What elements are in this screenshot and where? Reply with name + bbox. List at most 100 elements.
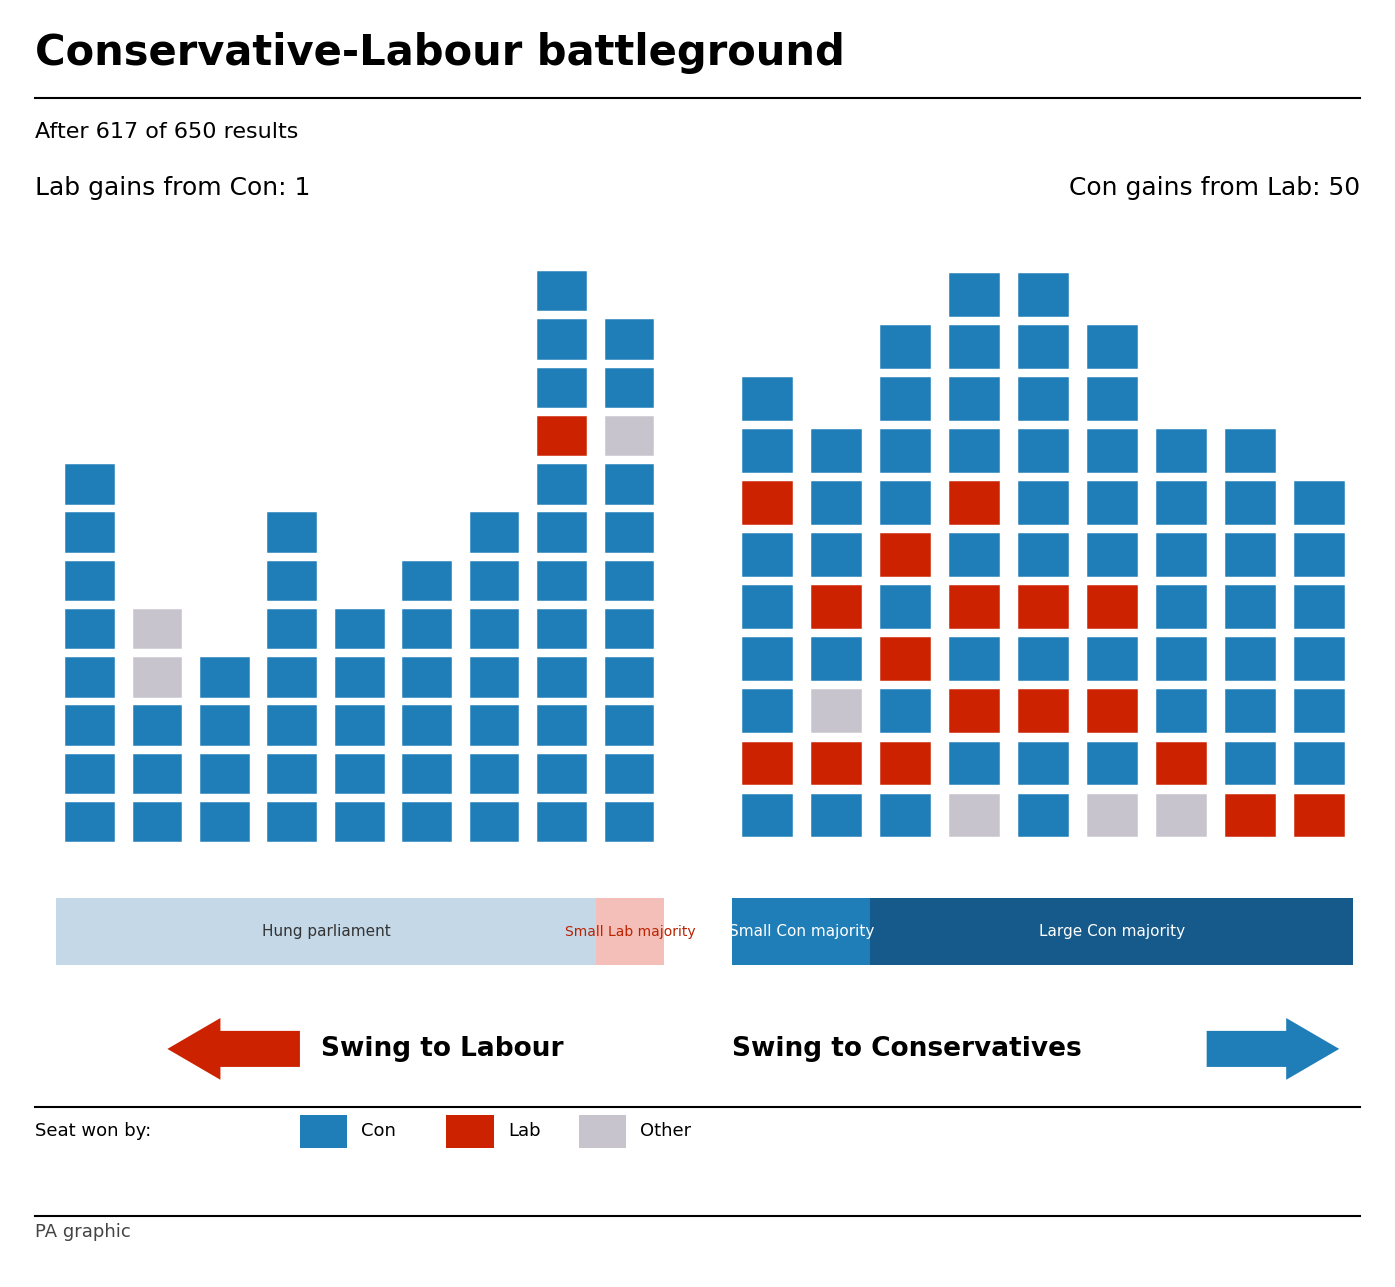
Bar <box>877 583 932 631</box>
Bar <box>198 801 251 843</box>
Bar <box>877 636 932 682</box>
Bar <box>1154 740 1208 786</box>
Bar <box>1016 687 1070 734</box>
Text: 3%: 3% <box>480 900 508 918</box>
Bar <box>467 752 520 795</box>
Bar <box>603 607 656 650</box>
Text: Seat won by:: Seat won by: <box>35 1122 151 1140</box>
Bar <box>877 376 932 422</box>
FancyArrow shape <box>167 1018 300 1080</box>
Bar <box>603 655 656 699</box>
Bar <box>400 655 453 699</box>
Text: 8%: 8% <box>142 900 172 918</box>
Bar <box>1223 532 1276 578</box>
Text: After 617 of 650 results: After 617 of 650 results <box>35 122 299 143</box>
Bar <box>739 479 794 526</box>
Text: Other: Other <box>640 1122 692 1140</box>
Bar <box>1292 740 1346 786</box>
Bar <box>877 687 932 734</box>
Bar <box>1085 376 1138 422</box>
Bar <box>333 752 385 795</box>
Bar <box>63 462 116 506</box>
Bar <box>1292 687 1346 734</box>
Bar <box>739 376 794 422</box>
Bar <box>536 511 587 553</box>
Bar <box>603 801 656 843</box>
Text: 2%: 2% <box>822 900 850 918</box>
Bar <box>1016 427 1070 474</box>
Bar <box>536 318 587 360</box>
Bar <box>739 740 794 786</box>
Bar <box>131 801 183 843</box>
Text: Swing to Labour: Swing to Labour <box>321 1036 564 1062</box>
Bar <box>400 559 453 602</box>
Bar <box>536 752 587 795</box>
Bar <box>265 559 318 602</box>
Text: 3%: 3% <box>890 900 919 918</box>
Bar <box>739 427 794 474</box>
FancyArrow shape <box>1207 1018 1339 1080</box>
Bar <box>1016 583 1070 631</box>
Bar <box>877 740 932 786</box>
Bar <box>1223 427 1276 474</box>
Bar <box>809 427 862 474</box>
Text: Lab: Lab <box>508 1122 540 1140</box>
Bar <box>947 427 1000 474</box>
Bar <box>1016 636 1070 682</box>
Bar <box>536 269 587 313</box>
Bar <box>739 636 794 682</box>
Text: Conservative-Labour battleground: Conservative-Labour battleground <box>35 32 845 75</box>
Bar <box>400 607 453 650</box>
Bar <box>536 655 587 699</box>
Bar <box>333 704 385 746</box>
Bar <box>947 532 1000 578</box>
Bar <box>1292 792 1346 838</box>
Bar <box>947 636 1000 682</box>
Bar <box>809 687 862 734</box>
Bar <box>947 479 1000 526</box>
Bar <box>1016 323 1070 369</box>
Bar <box>1154 427 1208 474</box>
Bar <box>1154 479 1208 526</box>
Bar <box>603 462 656 506</box>
Text: Con: Con <box>361 1122 396 1140</box>
Text: 4%: 4% <box>413 900 441 918</box>
Bar <box>809 532 862 578</box>
Bar <box>1016 532 1070 578</box>
Bar <box>877 323 932 369</box>
Bar <box>1016 272 1070 318</box>
Bar <box>333 607 385 650</box>
Bar <box>63 801 116 843</box>
Bar <box>400 752 453 795</box>
Bar <box>56 898 597 965</box>
Bar <box>870 898 1353 965</box>
Bar <box>603 318 656 360</box>
Bar <box>198 752 251 795</box>
Bar <box>1016 376 1070 422</box>
Bar <box>603 511 656 553</box>
Bar <box>603 559 656 602</box>
Bar <box>198 655 251 699</box>
Bar <box>877 532 932 578</box>
Bar <box>1016 740 1070 786</box>
Bar <box>1154 636 1208 682</box>
Bar <box>1154 792 1208 838</box>
Bar <box>467 607 520 650</box>
Bar <box>1085 740 1138 786</box>
Bar <box>947 583 1000 631</box>
Text: Hung parliament: Hung parliament <box>262 924 391 940</box>
Bar <box>739 687 794 734</box>
Bar <box>1085 583 1138 631</box>
Bar <box>63 752 116 795</box>
Bar <box>732 898 870 965</box>
Bar <box>1085 636 1138 682</box>
Text: 5%: 5% <box>1028 900 1057 918</box>
Text: 6%: 6% <box>278 900 306 918</box>
Bar <box>809 479 862 526</box>
Bar <box>131 607 183 650</box>
Text: Small Con majority: Small Con majority <box>728 924 875 940</box>
Bar <box>947 323 1000 369</box>
Bar <box>63 559 116 602</box>
Bar <box>265 801 318 843</box>
Bar <box>1223 687 1276 734</box>
